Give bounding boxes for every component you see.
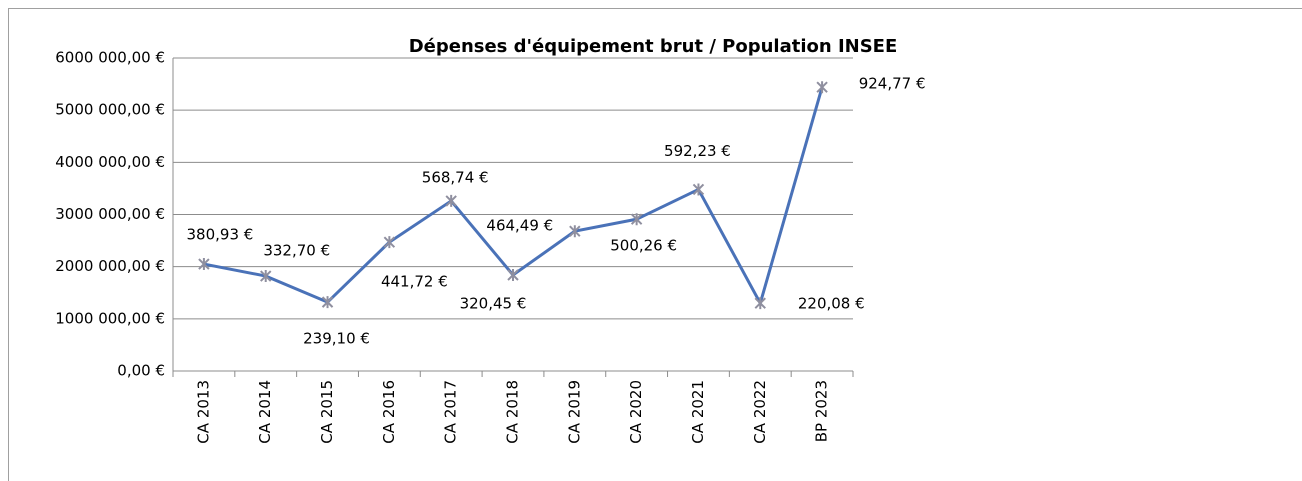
x-tick-label: BP 2023: [813, 380, 831, 442]
data-point: [198, 258, 210, 271]
data-label: 320,45 €: [460, 295, 527, 313]
data-point: [692, 183, 705, 196]
data-point: [321, 296, 334, 309]
data-label: 441,72 €: [381, 273, 448, 291]
x-tick-label: CA 2018: [504, 380, 522, 444]
data-point: [630, 213, 643, 226]
data-label: 464,49 €: [486, 217, 553, 235]
chart-title: Dépenses d'équipement brut / Population …: [409, 36, 898, 57]
data-point: [569, 225, 581, 238]
data-label: 220,08 €: [798, 295, 865, 313]
data-label: 924,77 €: [859, 75, 926, 93]
data-point: [445, 194, 457, 207]
data-label: 592,23 €: [664, 142, 731, 160]
data-point: [816, 81, 828, 94]
y-tick-label: 5000 000,00 €: [55, 101, 165, 119]
data-label: 239,10 €: [303, 330, 370, 348]
x-tick-label: CA 2015: [318, 380, 336, 444]
y-tick-label: 0,00 €: [117, 362, 165, 380]
data-label: 568,74 €: [422, 168, 489, 186]
data-point: [260, 270, 272, 283]
y-tick-label: 6000 000,00 €: [55, 49, 165, 67]
x-tick-label: CA 2014: [256, 380, 274, 444]
chart-frame: [8, 8, 1302, 481]
data-label: 332,70 €: [263, 242, 330, 260]
x-tick-label: CA 2013: [194, 380, 212, 444]
x-tick-label: CA 2022: [751, 380, 769, 444]
x-tick-label: CA 2017: [442, 380, 460, 444]
data-point: [383, 236, 396, 249]
data-label: 380,93 €: [187, 226, 254, 244]
data-point: [507, 269, 519, 282]
x-tick-label: CA 2016: [380, 380, 398, 444]
y-tick-label: 4000 000,00 €: [55, 153, 165, 171]
y-tick-label: 2000 000,00 €: [55, 257, 165, 275]
x-tick-label: CA 2020: [627, 380, 645, 444]
x-tick-label: CA 2021: [689, 380, 707, 444]
y-tick-label: 1000 000,00 €: [55, 309, 165, 327]
data-point: [754, 297, 766, 310]
x-tick-label: CA 2019: [565, 380, 583, 444]
data-label: 500,26 €: [610, 237, 677, 255]
y-tick-label: 3000 000,00 €: [55, 205, 165, 223]
